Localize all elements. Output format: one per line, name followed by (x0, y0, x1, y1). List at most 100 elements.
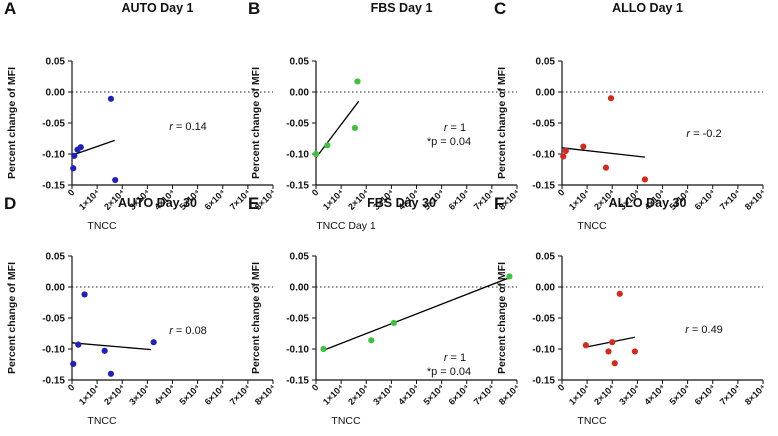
y-tick-label: -0.05 (42, 119, 65, 130)
x-tick-label: 6×10⁴ (693, 187, 718, 212)
y-tick-label: -0.05 (286, 119, 309, 130)
data-point (605, 348, 612, 355)
data-point (607, 95, 615, 102)
r-symbol: r (685, 324, 690, 336)
regression-line (71, 139, 115, 156)
x-tick-label: 1×10⁴ (77, 187, 102, 212)
y-tick-label: -0.15 (532, 376, 555, 387)
data-point (70, 165, 77, 172)
r-value: = 0.49 (689, 324, 723, 336)
data-point (611, 360, 618, 367)
regression-line (323, 277, 510, 351)
p-value-annotation: *p = 0.04 (427, 366, 471, 378)
x-tick-label: 7×10⁴ (228, 382, 253, 407)
x-tick-label: 0 (556, 187, 567, 198)
data-point (112, 176, 119, 184)
x-tick-label: 0 (66, 382, 77, 393)
data-point (616, 290, 623, 297)
panel-letter: A (4, 0, 16, 18)
y-axis-label: Percent change of MFI (250, 67, 262, 179)
x-tick-label: 2×10⁴ (592, 382, 617, 407)
regression-line (71, 342, 152, 351)
x-tick-label: 6×10⁴ (203, 382, 228, 407)
y-tick-label: 0.00 (290, 88, 310, 99)
data-point (602, 164, 610, 171)
data-point (150, 339, 157, 346)
data-point (312, 150, 320, 158)
x-tick-label: 1×10⁴ (77, 382, 102, 407)
data-point (107, 370, 115, 377)
y-tick-label: -0.15 (532, 181, 555, 192)
y-axis-label: Percent change of MFI (496, 67, 508, 179)
y-axis-label: Percent change of MFI (6, 67, 18, 179)
x-tick-label: 0 (310, 382, 321, 393)
x-tick-label: 8×10⁴ (743, 187, 768, 212)
y-tick-label: 0.00 (536, 88, 556, 99)
panel-E: E FBS Day 30 Percent change of MFI 0.05 0.00… (248, 194, 521, 427)
x-axis-label: TNCC Day 1 (316, 220, 376, 232)
x-tick-label: 8×10⁴ (253, 382, 278, 407)
y-tick-label: 0.00 (536, 283, 556, 294)
y-tick-label: -0.10 (532, 150, 555, 161)
x-tick-label: 7×10⁴ (718, 382, 743, 407)
x-tick-label: 2×10⁴ (346, 382, 371, 407)
x-tick-label: 1×10⁴ (321, 382, 346, 407)
data-point (351, 124, 359, 132)
correlation-annotation: r = 0.08 (169, 325, 207, 337)
y-tick-label: -0.10 (532, 345, 555, 356)
y-tick-label: 0.00 (46, 283, 66, 294)
panel-title: AUTO Day 30 (118, 196, 197, 210)
correlation-annotation: r = 1 (444, 122, 466, 134)
r-value: = 1 (448, 122, 467, 134)
x-tick-label: 2×10⁴ (102, 382, 127, 407)
y-tick-label: 0.05 (46, 252, 66, 263)
data-point (70, 360, 77, 367)
x-axis-label: TNCC (87, 415, 117, 427)
y-tick-label: -0.05 (532, 314, 555, 325)
data-point (582, 342, 589, 349)
panel-letter: B (248, 0, 260, 18)
data-point (506, 273, 513, 280)
x-tick-label: 3×10⁴ (127, 382, 152, 407)
x-tick-label: 7×10⁴ (472, 187, 497, 212)
y-tick-label: -0.15 (42, 376, 65, 387)
y-tick-label: -0.05 (286, 314, 309, 325)
data-point (71, 152, 78, 159)
r-symbol: r (686, 128, 691, 140)
y-tick-label: 0.00 (290, 283, 310, 294)
x-tick-label: 5×10⁴ (667, 382, 692, 407)
data-point (324, 142, 331, 149)
y-axis-label: Percent change of MFI (6, 262, 18, 374)
y-tick-label: 0.00 (46, 88, 66, 99)
x-tick-label: 6×10⁴ (447, 382, 472, 407)
x-tick-label: 5×10⁴ (177, 382, 202, 407)
panel-title: ALLO Day 1 (612, 1, 683, 15)
x-tick-label: 8×10⁴ (497, 382, 522, 407)
y-tick-label: -0.05 (42, 314, 65, 325)
x-tick-label: 7×10⁴ (718, 187, 743, 212)
panel-letter: C (494, 0, 506, 18)
data-point (580, 143, 587, 150)
panel-letter: D (4, 194, 16, 213)
data-point (560, 153, 567, 160)
correlation-annotation: r = 0.14 (169, 121, 207, 133)
p-value-annotation: *p = 0.04 (427, 136, 471, 148)
x-tick-label: 1×10⁴ (567, 187, 592, 212)
data-point (390, 319, 397, 327)
data-point (631, 348, 638, 355)
r-value: = -0.2 (690, 128, 722, 140)
data-point (77, 144, 84, 151)
r-symbol: r (169, 121, 174, 133)
r-value: = 1 (448, 352, 467, 364)
r-value: = 0.08 (173, 325, 207, 337)
x-axis-label: TNCC (577, 415, 607, 427)
y-tick-label: -0.10 (42, 150, 65, 161)
x-tick-label: 6×10⁴ (203, 187, 228, 212)
data-point (81, 291, 88, 298)
correlation-annotation: r = 0.49 (685, 324, 723, 336)
data-point (354, 78, 361, 85)
data-point (609, 339, 616, 346)
correlation-annotation: r = 1 (444, 352, 466, 364)
data-point (75, 341, 82, 348)
